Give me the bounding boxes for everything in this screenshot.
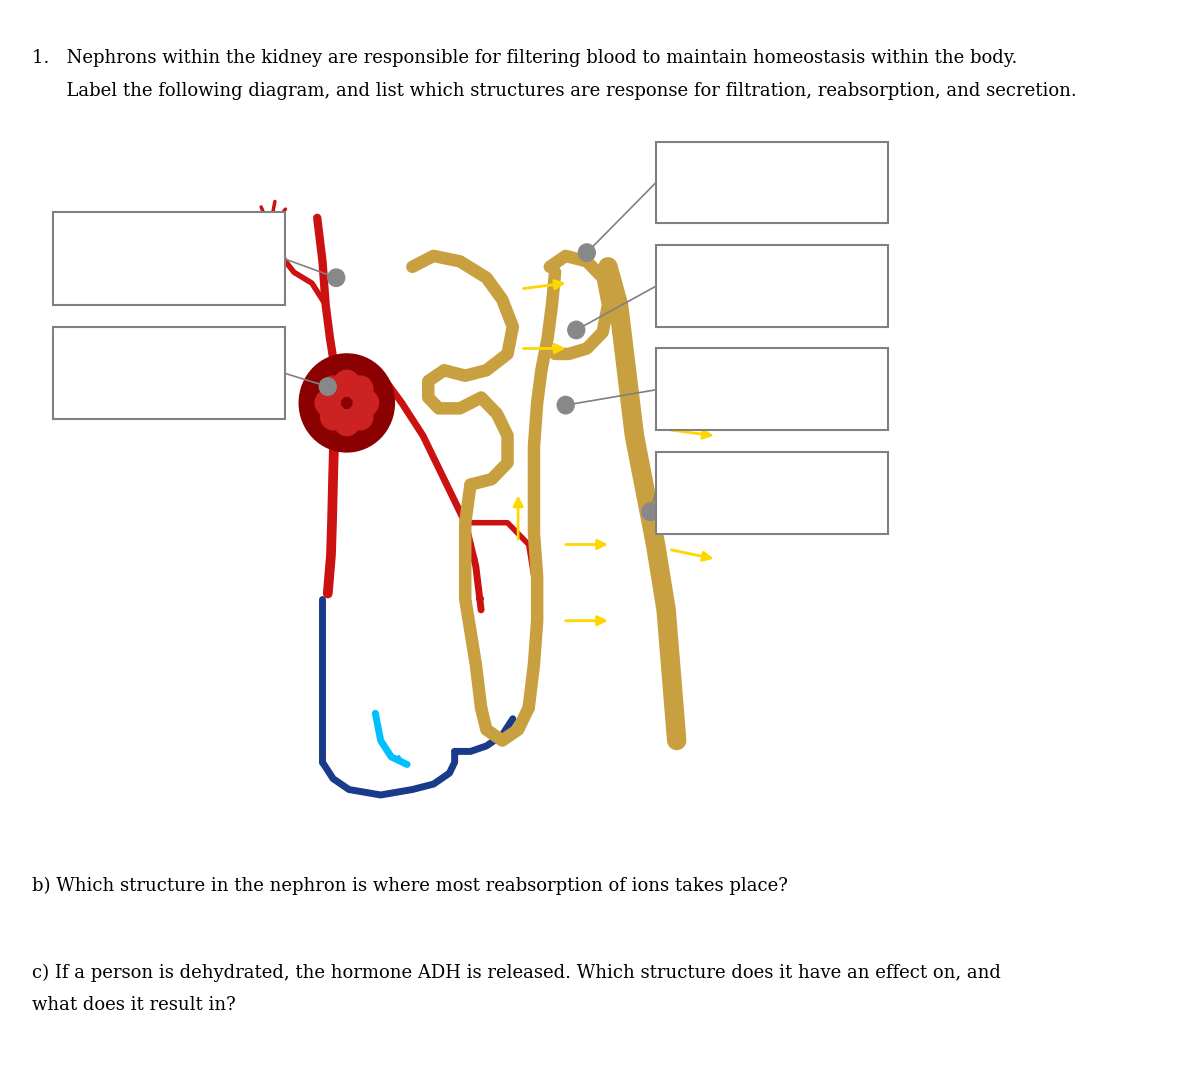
Circle shape (348, 404, 373, 430)
Circle shape (328, 269, 344, 286)
Circle shape (320, 404, 346, 430)
Circle shape (334, 409, 360, 436)
Text: c) If a person is dehydrated, the hormone ADH is released. Which structure does : c) If a person is dehydrated, the hormon… (31, 964, 1001, 982)
Circle shape (557, 396, 574, 414)
Circle shape (334, 370, 360, 396)
Circle shape (578, 244, 595, 261)
Bar (655, 348, 888, 430)
Circle shape (320, 376, 346, 402)
Bar (53, 327, 286, 419)
Circle shape (299, 354, 395, 452)
Circle shape (348, 376, 373, 402)
Text: b) Which structure in the nephron is where most reabsorption of ions takes place: b) Which structure in the nephron is whe… (31, 877, 787, 895)
Circle shape (353, 390, 378, 416)
Text: 1.   Nephrons within the kidney are responsible for filtering blood to maintain : 1. Nephrons within the kidney are respon… (31, 49, 1018, 68)
Bar (655, 142, 888, 223)
Circle shape (319, 378, 336, 395)
Text: what does it result in?: what does it result in? (31, 996, 235, 1015)
Bar (53, 212, 286, 305)
Circle shape (316, 390, 341, 416)
Circle shape (642, 503, 659, 521)
Bar (655, 245, 888, 327)
Bar (655, 452, 888, 534)
Text: Label the following diagram, and list which structures are response for filtrati: Label the following diagram, and list wh… (31, 82, 1076, 100)
Circle shape (568, 321, 584, 339)
